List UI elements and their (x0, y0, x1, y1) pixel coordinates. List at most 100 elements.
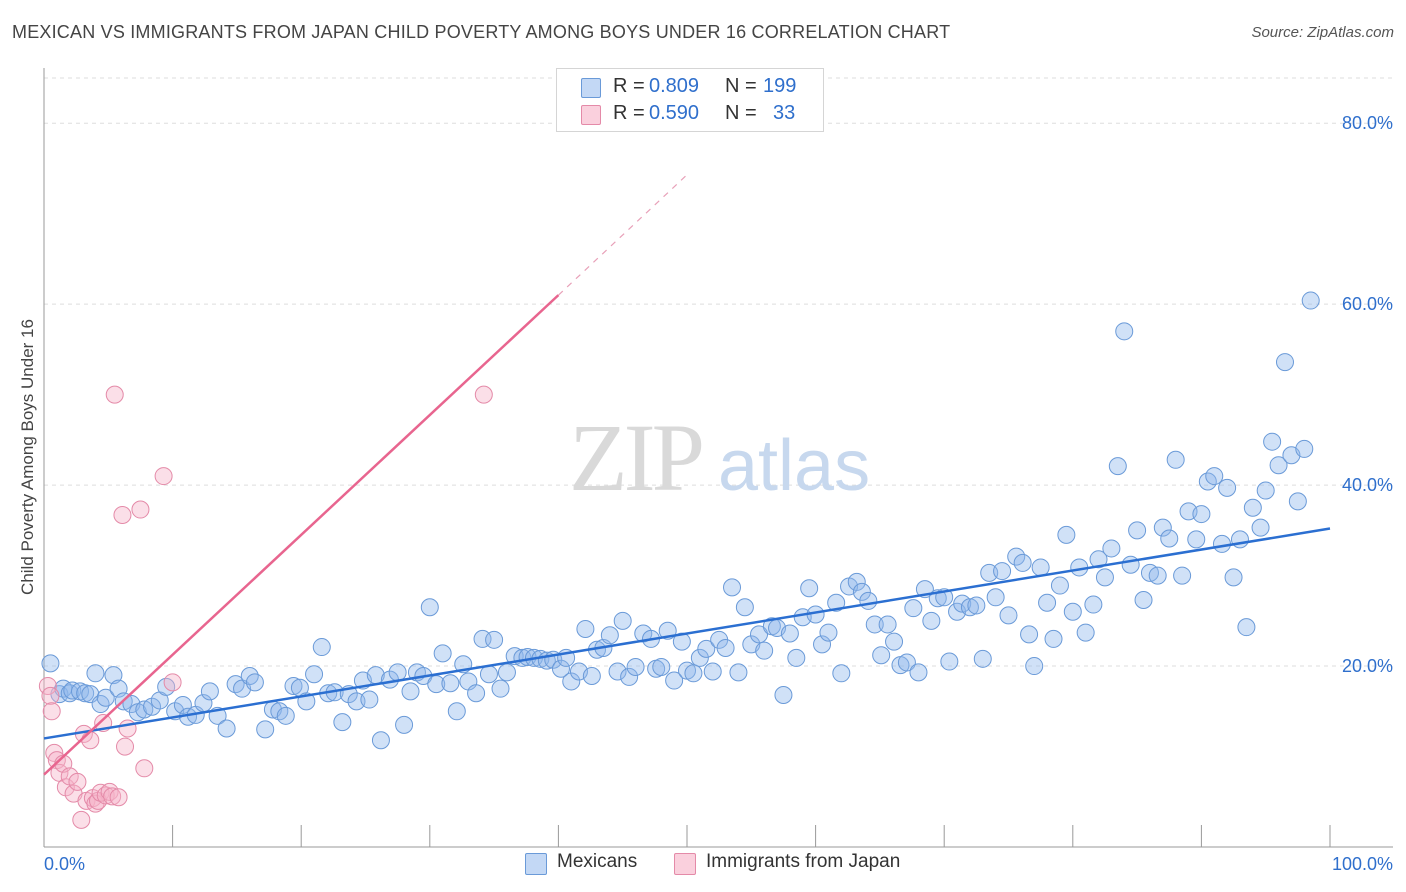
point-mexicans (813, 635, 832, 654)
point-japan (116, 737, 135, 756)
point-mexicans (1192, 505, 1211, 524)
chart-title: MEXICAN VS IMMIGRANTS FROM JAPAN CHILD P… (12, 22, 951, 42)
point-mexicans (104, 666, 123, 685)
point-mexicans (620, 667, 639, 686)
point-mexicans (1057, 525, 1076, 544)
point-mexicans (1121, 555, 1140, 574)
point-mexicans (1148, 566, 1167, 585)
point-mexicans (441, 674, 460, 693)
point-mexicans (200, 682, 219, 701)
bottom-legend-label-japan: Immigrants from Japan (706, 851, 901, 872)
x-tick-label-min: 0.0% (44, 854, 85, 874)
legend-n-value: 199 (763, 75, 797, 97)
point-mexicans (1301, 291, 1320, 310)
point-japan (154, 467, 173, 486)
point-mexicans (723, 578, 742, 597)
point-mexicans (1084, 595, 1103, 614)
legend-n-label: N = (725, 75, 757, 97)
point-mexicans (940, 652, 959, 671)
point-mexicans (865, 615, 884, 634)
point-mexicans (1089, 550, 1108, 569)
stats-legend: R = 0.809 N = 199 R = 0.590 N = 33 (556, 68, 824, 132)
watermark: ZIP atlas (569, 404, 870, 511)
point-japan (81, 731, 100, 750)
point-mexicans (852, 582, 871, 601)
point-mexicans (1044, 629, 1063, 648)
point-mexicans (684, 664, 703, 683)
point-mexicans (217, 719, 236, 738)
point-mexicans (467, 684, 486, 703)
point-mexicans (86, 664, 105, 683)
point-mexicans (433, 644, 452, 663)
point-mexicans (305, 665, 324, 684)
y-tick-label: 40.0% (1342, 475, 1393, 495)
x-ticks (43, 825, 1331, 847)
watermark-zip: ZIP (569, 404, 702, 511)
point-japan (56, 778, 75, 797)
point-mexicans (827, 593, 846, 612)
point-mexicans (1076, 623, 1095, 642)
point-mexicans (420, 598, 439, 617)
point-mexicans (388, 663, 407, 682)
point-japan (135, 759, 154, 778)
legend-r-value: 0.590 (649, 102, 700, 124)
point-mexicans (716, 638, 735, 657)
point-mexicans (76, 684, 95, 703)
trend-lines (43, 174, 1331, 776)
point-mexicans (96, 688, 115, 707)
legend-r-value: 0.809 (649, 75, 700, 97)
point-mexicans (885, 632, 904, 651)
point-mexicans (665, 671, 684, 690)
point-mexicans (1031, 558, 1050, 577)
y-tick-label: 20.0% (1342, 656, 1393, 676)
point-mexicans (1063, 602, 1082, 621)
point-mexicans (878, 615, 897, 634)
bottom-legend-label-mexicans: Mexicans (557, 851, 638, 872)
bottom-legend-swatch-japan (674, 853, 696, 875)
point-mexicans (479, 665, 498, 684)
point-mexicans (1288, 492, 1307, 511)
point-mexicans (333, 713, 352, 732)
point-mexicans (800, 579, 819, 598)
legend-r-label: R = (613, 102, 645, 124)
y-tick-labels: 20.0% 40.0% 60.0% 80.0% (1342, 113, 1393, 676)
point-mexicans (897, 653, 916, 672)
point-mexicans (613, 611, 632, 630)
point-mexicans (312, 638, 331, 657)
point-mexicans (832, 664, 851, 683)
point-mexicans (1237, 618, 1256, 637)
point-mexicans (1013, 553, 1032, 572)
point-mexicans (729, 663, 748, 682)
point-mexicans (847, 572, 866, 591)
point-mexicans (1020, 625, 1039, 644)
point-mexicans (497, 663, 516, 682)
point-mexicans (551, 659, 570, 678)
point-mexicans (652, 657, 671, 676)
point-mexicans (371, 731, 390, 750)
point-mexicans (1269, 456, 1288, 475)
point-mexicans (973, 649, 992, 668)
point-mexicans (960, 598, 979, 617)
point-mexicans (245, 673, 264, 692)
point-mexicans (1134, 591, 1153, 610)
point-mexicans (1218, 478, 1237, 497)
legend-swatch-japan (581, 105, 601, 125)
y-tick-label: 80.0% (1342, 113, 1393, 133)
legend-r-label: R = (613, 75, 645, 97)
point-mexicans (256, 720, 275, 739)
point-japan (118, 719, 137, 738)
point-mexicans (967, 596, 986, 615)
point-mexicans (360, 690, 379, 709)
point-mexicans (173, 695, 192, 714)
point-japan (109, 788, 128, 807)
point-mexicans (735, 598, 754, 617)
point-mexicans (1108, 457, 1127, 476)
point-mexicans (491, 679, 510, 698)
point-mexicans (1275, 353, 1294, 372)
point-mexicans (143, 697, 162, 716)
point-mexicans (986, 588, 1005, 607)
data-points (38, 291, 1320, 829)
point-japan (163, 673, 182, 692)
axes (43, 68, 1393, 848)
point-japan (72, 810, 91, 829)
